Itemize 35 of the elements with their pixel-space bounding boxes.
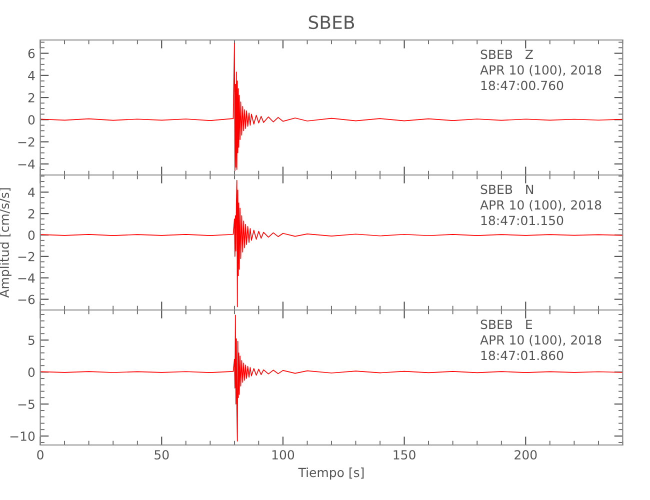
annotation: SBEB N (480, 184, 534, 194)
y-tick-label: 6 (28, 48, 35, 58)
line-series (40, 180, 623, 308)
y-tick-label: 2 (28, 93, 34, 102)
x-axis-title: Tiempo [s] (298, 468, 364, 480)
annotation: APR 10 (100), 2018 (480, 334, 602, 346)
y-tick-label: −4 (18, 160, 35, 169)
x-tick-label: 100 (272, 450, 294, 460)
y-tick-label: −2 (18, 252, 34, 262)
annotation: SBEB Z (480, 50, 533, 60)
y-tick-label: −10 (10, 432, 35, 441)
x-tick-label: 0 (37, 450, 44, 460)
y-tick-label: 4 (28, 188, 35, 197)
y-tick-label: 2 (28, 209, 34, 218)
x-tick-label: 200 (514, 450, 537, 460)
annotation: SBEB E (480, 320, 532, 330)
annotation: APR 10 (100), 2018 (480, 64, 602, 76)
y-tick-label: −6 (18, 294, 35, 304)
chart-title: SBEB (308, 15, 354, 30)
x-tick-label: 150 (394, 450, 416, 460)
line-series (40, 314, 623, 442)
annotation: 18:47:01.860 (481, 350, 564, 360)
y-tick-label: 0 (28, 368, 35, 377)
y-tick-label: 0 (28, 115, 35, 125)
y-tick-label: −2 (18, 137, 34, 147)
y-tick-label: 4 (28, 71, 35, 80)
annotation: 18:47:01.150 (481, 216, 564, 226)
annotation: 18:47:00.760 (481, 80, 564, 90)
y-tick-label: 0 (28, 230, 35, 240)
y-tick-label: −4 (18, 273, 35, 283)
line-series (40, 42, 623, 171)
x-tick-label: 50 (154, 450, 169, 460)
annotation: APR 10 (100), 2018 (480, 200, 602, 212)
y-tick-label: −5 (18, 400, 34, 409)
y-tick-label: 5 (28, 336, 34, 345)
